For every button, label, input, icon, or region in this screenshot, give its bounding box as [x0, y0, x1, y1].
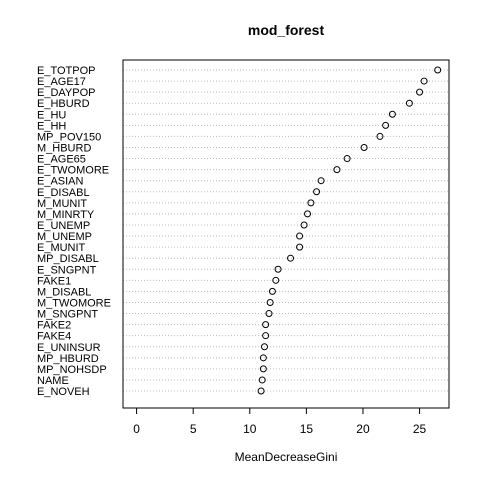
category-label: E_HBURD — [37, 98, 90, 110]
category-label: E_HU — [37, 109, 66, 121]
category-label: M_TWOMORE — [37, 297, 111, 309]
data-point — [274, 265, 282, 273]
category-label: FAKE1 — [37, 275, 71, 287]
data-point — [260, 343, 268, 351]
x-tick-label: 10 — [243, 422, 257, 436]
data-point — [405, 99, 413, 107]
data-point — [259, 365, 267, 373]
category-label: E_NOVEH — [37, 386, 90, 398]
category-label: E_ASIAN — [37, 176, 84, 188]
x-tick-label: 25 — [413, 422, 427, 436]
data-point — [265, 310, 273, 318]
data-point — [272, 276, 280, 284]
chart-title: mod_forest — [248, 22, 325, 38]
data-point — [420, 77, 428, 85]
data-point — [268, 287, 276, 295]
category-label: MP_NOHSDP — [37, 364, 107, 376]
category-label: E_UNEMP — [37, 220, 90, 232]
category-label: E_DISABL — [37, 187, 90, 199]
data-point — [266, 298, 274, 306]
data-point — [296, 232, 304, 240]
category-label: FAKE2 — [37, 320, 71, 332]
x-axis: 0 5 10 15 20 25 — [133, 408, 427, 436]
x-tick-label: 0 — [133, 422, 140, 436]
category-label: E_SNGPNT — [37, 264, 97, 276]
category-label: E_DAYPOP — [37, 87, 96, 99]
category-label: E_AGE17 — [37, 76, 86, 88]
category-label: MP_DISABL — [37, 253, 99, 265]
grid-lines — [123, 69, 449, 392]
data-point — [360, 143, 368, 151]
category-label: M_MINRTY — [37, 209, 95, 221]
data-point — [388, 110, 396, 118]
category-label: M_DISABL — [37, 286, 91, 298]
category-label: NAME — [37, 375, 69, 387]
category-label: M_HBURD — [37, 142, 91, 154]
category-label: M_SNGPNT — [37, 309, 98, 321]
data-point — [257, 387, 265, 395]
data-point — [300, 221, 308, 229]
data-point — [313, 188, 321, 196]
data-point — [382, 121, 390, 129]
data-point — [262, 321, 270, 329]
category-label: M_MUNIT — [37, 198, 87, 210]
category-label: M_UNEMP — [37, 231, 92, 243]
x-axis-title: MeanDecreaseGini — [235, 450, 338, 464]
data-point — [343, 155, 351, 163]
x-tick-label: 20 — [356, 422, 370, 436]
data-point — [434, 66, 442, 74]
data-point — [416, 88, 424, 96]
category-label: E_UNINSUR — [37, 342, 101, 354]
category-label: E_AGE65 — [37, 154, 86, 166]
category-label: MP_HBURD — [37, 353, 99, 365]
data-point — [262, 332, 270, 340]
category-label: MP_POV150 — [37, 131, 101, 143]
category-label: E_TWOMORE — [37, 165, 109, 177]
x-tick-label: 5 — [190, 422, 197, 436]
x-tick-label: 15 — [300, 422, 314, 436]
data-point — [376, 132, 384, 140]
category-labels: E_TOTPOPE_AGE17E_DAYPOPE_HBURDE_HUE_HHMP… — [37, 65, 111, 398]
data-point — [296, 243, 304, 251]
data-point — [317, 177, 325, 185]
category-label: E_HH — [37, 120, 66, 132]
data-point — [307, 199, 315, 207]
data-point — [304, 210, 312, 218]
plot-frame — [122, 59, 450, 409]
data-points — [257, 66, 442, 395]
data-point — [258, 376, 266, 384]
category-label: E_MUNIT — [37, 242, 86, 254]
category-label: FAKE4 — [37, 331, 71, 343]
data-point — [259, 354, 267, 362]
data-point — [287, 254, 295, 262]
data-point — [333, 166, 341, 174]
category-label: E_TOTPOP — [37, 65, 95, 77]
